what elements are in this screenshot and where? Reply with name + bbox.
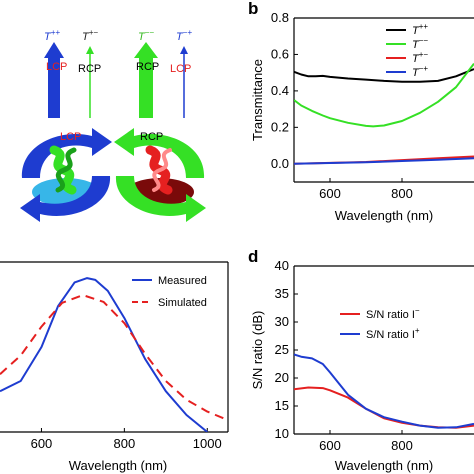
right-helix-structure-icon: RCP <box>114 128 206 222</box>
legend-label-main-b-2: T <box>412 53 420 65</box>
x-axis-label-b: Wavelength (nm) <box>335 208 434 223</box>
legend-label-main-d-0: S/N ratio I <box>366 309 415 321</box>
x-tick-label-d: 600 <box>319 438 341 453</box>
series-line-b-1 <box>294 62 474 128</box>
plot-area-c <box>0 277 228 432</box>
y-tick-label-d: 10 <box>275 426 289 441</box>
plot-area-b <box>294 62 474 165</box>
x-axis-label-d: Wavelength (nm) <box>335 458 434 473</box>
x-tick-label-c: 600 <box>31 436 53 451</box>
series-line-d-0 <box>294 386 474 429</box>
x-axis-label-c: Wavelength (nm) <box>69 458 168 473</box>
y-axis-label-b: Transmittance <box>250 59 265 141</box>
label-t-pm: T+− <box>82 28 98 43</box>
y-tick-label-b: 0.0 <box>271 156 289 171</box>
series-line-b-0 <box>294 68 474 83</box>
rotation-text-lcp: LCP <box>60 131 81 143</box>
y-tick-label-d: 30 <box>275 314 289 329</box>
chart-b: 600 800 0.0 0.2 0.4 0.6 0.8 Wavelength (nm) Tran… <box>250 10 474 223</box>
legend-label-c-0: Measured <box>158 275 207 287</box>
legend-label-b-0: T++ <box>412 22 428 37</box>
legend-label-sup-d-0: − <box>415 306 420 315</box>
legend-label-sup-b-3: −+ <box>419 64 429 73</box>
y-tick-label-b: 0.2 <box>271 119 289 134</box>
panel-letter-b: b <box>248 0 258 18</box>
lcp-arrow-icon <box>44 42 64 118</box>
label-t-pp: T++ <box>44 28 60 43</box>
legend-label-sup-b-0: ++ <box>419 22 429 31</box>
y-tick-label-d: 25 <box>275 342 289 357</box>
y-tick-label-d: 15 <box>275 398 289 413</box>
legend-label-sup-b-1: −− <box>419 36 429 45</box>
panel-letter-d: d <box>248 247 258 266</box>
chart-d: 600 800 10 15 20 25 30 35 40 Wavelength (nm) S/N r… <box>250 258 474 473</box>
y-tick-label-b: 0.8 <box>271 10 289 25</box>
y-axis-label-d: S/N ratio (dB) <box>250 311 265 390</box>
series-line-d-1 <box>294 353 474 429</box>
arrow-text-rcp: RCP <box>78 63 101 75</box>
x-tick-label-c: 800 <box>114 436 136 451</box>
y-tick-label-d: 20 <box>275 370 289 385</box>
arrow-text-lcp-2: LCP <box>170 63 191 75</box>
x-tick-label-d: 800 <box>391 438 413 453</box>
legend-label-c-1: Simulated <box>158 297 207 309</box>
legend-label-b-3: T−+ <box>412 64 428 79</box>
legend-label-b-1: T−− <box>412 36 428 51</box>
legend-label-b-2: T+− <box>412 50 428 65</box>
legend-label-main-b-3: T <box>412 67 420 79</box>
legend-label-main-b-1: T <box>412 39 420 51</box>
x-tick-label-c: 1000 <box>193 436 222 451</box>
lcp-thin-arrowhead-icon <box>180 46 188 54</box>
x-tick-label-b: 800 <box>391 186 413 201</box>
legend-label-d-1: S/N ratio I+ <box>366 326 420 341</box>
rcp-arrow-icon <box>134 42 158 118</box>
y-tick-label-b: 0.6 <box>271 46 289 61</box>
illustration-panel: T++ T+− T−− T−+ LCP RCP RCP LCP LCP <box>20 28 206 222</box>
rcp-thin-arrowhead-icon <box>86 46 94 54</box>
legend-label-main-d-1: S/N ratio I <box>366 329 415 341</box>
series-line-c-1 <box>0 294 228 422</box>
series-line-b-3 <box>294 157 474 165</box>
series-line-c-0 <box>0 277 208 432</box>
y-tick-label-b: 0.4 <box>271 83 289 98</box>
legend-label-sup-b-2: +− <box>419 50 429 59</box>
plot-area-d <box>294 353 474 429</box>
y-tick-label-d: 35 <box>275 286 289 301</box>
legend-label-d-0: S/N ratio I− <box>366 306 420 321</box>
x-tick-label-b: 600 <box>319 186 341 201</box>
legend-label-main-b-0: T <box>412 25 420 37</box>
y-tick-label-d: 40 <box>275 258 289 273</box>
left-helix-structure-icon: LCP <box>20 128 113 222</box>
label-t-mp: T−+ <box>176 28 192 43</box>
rotation-text-rcp: RCP <box>140 131 163 143</box>
arrow-text-rcp-2: RCP <box>136 61 159 73</box>
chart-c: 600 800 1000 Wavelength (nm) Measured Simulat… <box>0 261 229 473</box>
legend-label-sup-d-1: + <box>415 326 420 335</box>
arrow-text-lcp: LCP <box>46 61 67 73</box>
label-t-mm: T−− <box>138 28 154 43</box>
